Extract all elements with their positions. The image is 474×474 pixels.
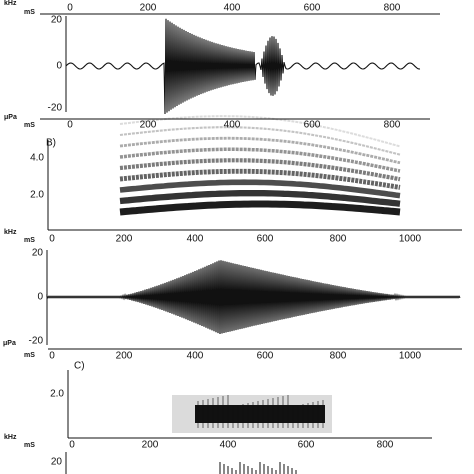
x-tick-label: 400 bbox=[187, 234, 204, 245]
harmonic-band bbox=[119, 115, 401, 148]
x-tick-label: 0 bbox=[49, 234, 55, 245]
unit-label: kHz bbox=[4, 434, 17, 441]
x-tick-label: 200 bbox=[116, 351, 133, 362]
harmonic-band bbox=[119, 200, 401, 216]
x-tick-label: 800 bbox=[330, 234, 347, 245]
x-tick-label: 800 bbox=[330, 351, 347, 362]
y-tick-label: -20 bbox=[48, 103, 63, 114]
x-tick-label: 400 bbox=[224, 3, 241, 14]
harmonic-band bbox=[119, 158, 401, 182]
y-tick-label: 20 bbox=[32, 248, 44, 259]
x-tick-label: 0 bbox=[69, 440, 75, 451]
panel-label: B) bbox=[46, 138, 56, 149]
unit-label: mS bbox=[24, 352, 35, 359]
x-tick-label: 600 bbox=[304, 120, 321, 131]
y-tick-label: 0 bbox=[37, 292, 43, 303]
x-tick-label: 800 bbox=[377, 440, 394, 451]
x-tick-label: 200 bbox=[142, 440, 159, 451]
x-tick-label: 600 bbox=[257, 351, 274, 362]
harmonic-band bbox=[119, 147, 401, 173]
y-tick-label: 20 bbox=[51, 15, 63, 26]
x-tick-label: 1000 bbox=[399, 351, 422, 362]
unit-label: kHz bbox=[4, 229, 17, 236]
harmonic-band bbox=[119, 179, 401, 199]
y-tick-label: 20 bbox=[51, 457, 63, 468]
x-tick-label: 1000 bbox=[399, 234, 422, 245]
unit-label: mS bbox=[24, 237, 35, 244]
unit-label: mS bbox=[24, 9, 35, 16]
unit-label: μPa bbox=[3, 340, 16, 347]
waveform bbox=[46, 260, 461, 335]
x-tick-label: 200 bbox=[140, 3, 157, 14]
x-tick-label: 0 bbox=[67, 120, 73, 131]
panel-label: C) bbox=[74, 361, 85, 372]
x-tick-label: 200 bbox=[140, 120, 157, 131]
x-tick-label: 800 bbox=[384, 3, 401, 14]
y-tick-label: 2.0 bbox=[50, 389, 64, 400]
x-tick-label: 600 bbox=[298, 440, 315, 451]
x-tick-label: 600 bbox=[304, 3, 321, 14]
harmonic-band bbox=[119, 168, 401, 190]
y-tick-label: 4.0 bbox=[30, 153, 44, 164]
x-tick-label: 400 bbox=[187, 351, 204, 362]
unit-label: mS bbox=[24, 122, 35, 129]
x-tick-label: 400 bbox=[224, 120, 241, 131]
x-tick-label: 200 bbox=[116, 234, 133, 245]
harmonic-band bbox=[119, 136, 401, 165]
y-tick-label: -20 bbox=[29, 336, 44, 347]
x-tick-label: 0 bbox=[67, 3, 73, 14]
x-tick-label: 0 bbox=[49, 351, 55, 362]
waveform bbox=[65, 18, 421, 115]
harmonic-band bbox=[119, 126, 401, 156]
y-tick-label: 0 bbox=[56, 61, 62, 72]
unit-label: μPa bbox=[4, 114, 17, 121]
x-tick-label: 800 bbox=[384, 120, 401, 131]
y-tick-label: 2.0 bbox=[30, 190, 44, 201]
unit-label: mS bbox=[24, 442, 35, 449]
x-tick-label: 400 bbox=[220, 440, 237, 451]
harmonic-band bbox=[119, 190, 401, 207]
x-tick-label: 600 bbox=[257, 234, 274, 245]
unit-label: kHz bbox=[4, 0, 17, 7]
spectrogram-block bbox=[195, 405, 325, 423]
